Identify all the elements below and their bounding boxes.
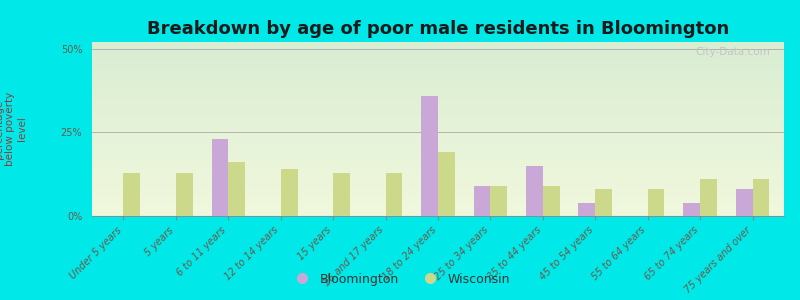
- Bar: [578, 202, 595, 216]
- Bar: [438, 152, 454, 216]
- Title: Breakdown by age of poor male residents in Bloomington: Breakdown by age of poor male residents …: [147, 20, 729, 38]
- Bar: [386, 172, 402, 216]
- Bar: [683, 202, 700, 216]
- Bar: [648, 189, 665, 216]
- Bar: [176, 172, 193, 216]
- Text: City-Data.com: City-Data.com: [695, 47, 770, 57]
- Bar: [123, 172, 140, 216]
- Bar: [211, 139, 228, 216]
- Bar: [543, 186, 560, 216]
- Bar: [474, 186, 490, 216]
- Bar: [753, 179, 770, 216]
- Bar: [595, 189, 612, 216]
- Bar: [526, 166, 543, 216]
- Bar: [736, 189, 753, 216]
- Bar: [490, 186, 507, 216]
- Bar: [333, 172, 350, 216]
- Bar: [422, 95, 438, 216]
- Bar: [228, 163, 245, 216]
- Text: percentage
below poverty
level: percentage below poverty level: [0, 92, 27, 166]
- Legend: Bloomington, Wisconsin: Bloomington, Wisconsin: [285, 268, 515, 291]
- Bar: [281, 169, 298, 216]
- Bar: [700, 179, 717, 216]
